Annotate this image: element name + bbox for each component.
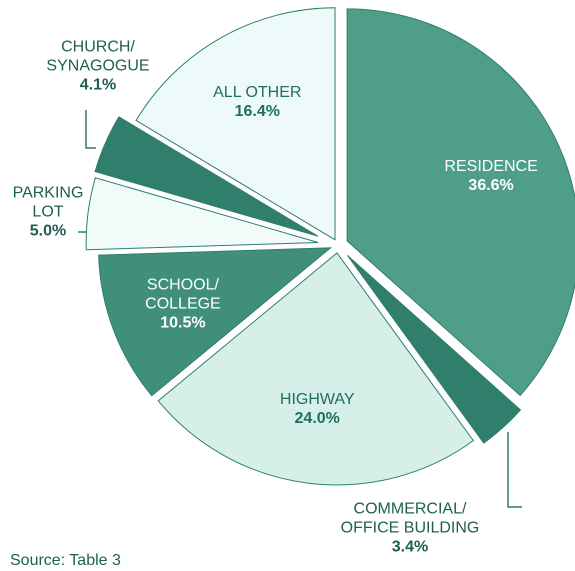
- pie-slice: [85, 177, 319, 251]
- pie-slice: [346, 8, 575, 397]
- slice-label: RESIDENCE 36.6%: [444, 157, 537, 195]
- pie-slice: [157, 252, 475, 486]
- value-label: 24.0%: [294, 410, 340, 428]
- pie-slice: [98, 247, 332, 397]
- slice-label: SCHOOL/ COLLEGE 10.5%: [145, 275, 221, 332]
- source-note: Source: Table 3: [10, 552, 121, 569]
- category-label: ALL OTHER: [213, 84, 302, 102]
- value-label: 5.0%: [29, 222, 67, 240]
- value-label: 36.6%: [468, 177, 514, 195]
- slice-label: PARKING LOT 5.0%: [13, 184, 84, 241]
- slice-label: COMMERCIAL/ OFFICE BUILDING 3.4%: [341, 500, 480, 557]
- category-label: HIGHWAY: [279, 391, 355, 409]
- pie-slice: [346, 255, 522, 444]
- leader-line: [507, 432, 522, 508]
- category-label: CHURCH/ SYNAGOGUE: [46, 38, 150, 75]
- value-label: 4.1%: [79, 76, 117, 94]
- leader-line: [85, 110, 96, 149]
- category-label: RESIDENCE: [444, 158, 538, 176]
- value-label: 10.5%: [160, 314, 206, 332]
- pie-slice: [94, 116, 319, 237]
- value-label: 16.4%: [234, 103, 280, 121]
- slice-label: HIGHWAY 24.0%: [280, 390, 355, 428]
- value-label: 3.4%: [391, 538, 429, 556]
- slice-label: CHURCH/ SYNAGOGUE 4.1%: [46, 38, 149, 95]
- slice-label: ALL OTHER 16.4%: [213, 83, 301, 121]
- category-label: COMMERCIAL/ OFFICE BUILDING: [340, 500, 480, 537]
- category-label: SCHOOL/ COLLEGE: [145, 276, 221, 313]
- category-label: PARKING LOT: [12, 184, 84, 221]
- pie-slice: [135, 7, 336, 241]
